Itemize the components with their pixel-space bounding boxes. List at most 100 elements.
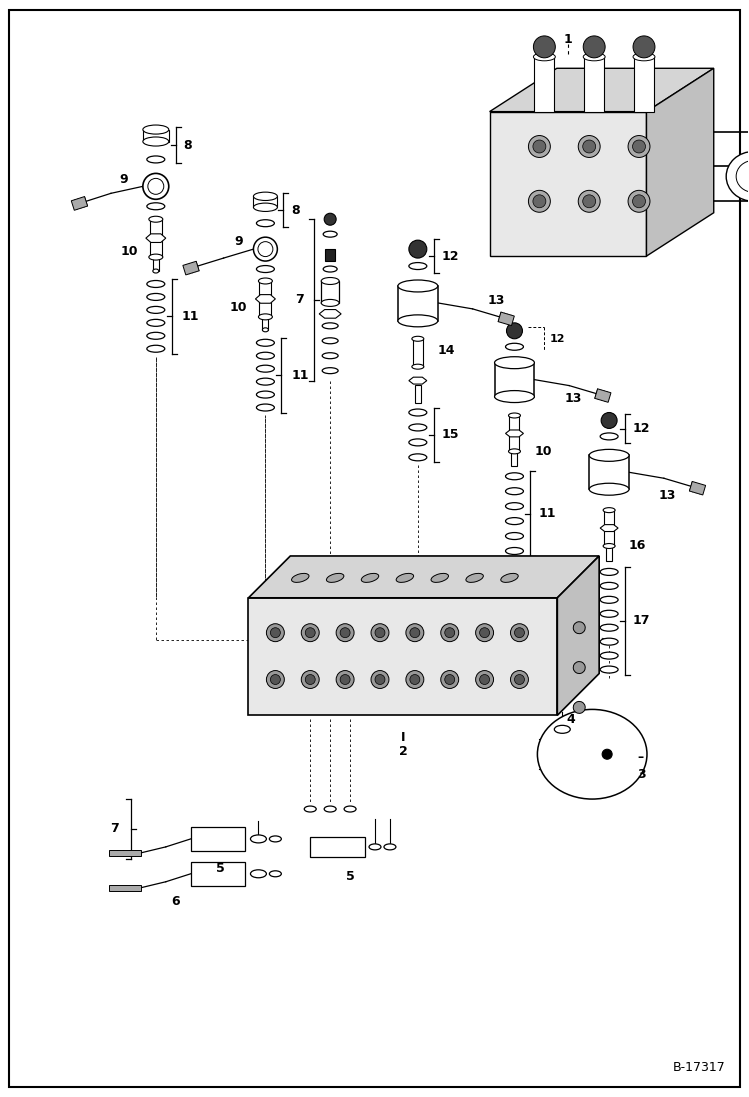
Ellipse shape [253, 237, 277, 261]
Ellipse shape [529, 136, 551, 158]
Ellipse shape [321, 299, 339, 306]
Ellipse shape [529, 191, 551, 212]
Ellipse shape [396, 574, 413, 583]
Polygon shape [646, 68, 714, 256]
Bar [589, 455, 629, 489]
Text: 16: 16 [629, 539, 646, 552]
Ellipse shape [476, 624, 494, 642]
Text: 7: 7 [110, 823, 119, 836]
Ellipse shape [506, 518, 524, 524]
Ellipse shape [628, 136, 650, 158]
Text: 10: 10 [230, 302, 247, 315]
Ellipse shape [412, 364, 424, 370]
Ellipse shape [445, 627, 455, 637]
Text: 6: 6 [172, 895, 180, 908]
Text: 12: 12 [442, 250, 459, 262]
Ellipse shape [506, 343, 524, 350]
Ellipse shape [410, 627, 420, 637]
Ellipse shape [583, 195, 595, 207]
Ellipse shape [398, 315, 437, 327]
Text: 4: 4 [566, 713, 575, 726]
Text: 17: 17 [633, 614, 651, 627]
Bar [634, 57, 654, 112]
Ellipse shape [270, 675, 280, 685]
Text: 12: 12 [549, 333, 565, 343]
Text: 10: 10 [121, 245, 138, 258]
Bar [191, 827, 246, 851]
Ellipse shape [506, 547, 524, 554]
Ellipse shape [600, 568, 618, 576]
Ellipse shape [258, 241, 273, 257]
Circle shape [409, 240, 427, 258]
Ellipse shape [409, 262, 427, 270]
Ellipse shape [147, 306, 165, 314]
Ellipse shape [573, 701, 585, 713]
Text: 13: 13 [488, 294, 505, 307]
Polygon shape [506, 430, 524, 437]
Bar [153, 257, 159, 271]
Text: 1: 1 [564, 33, 572, 46]
Ellipse shape [509, 449, 521, 454]
Text: 3: 3 [637, 768, 646, 781]
Polygon shape [689, 482, 706, 495]
Circle shape [601, 412, 617, 429]
Ellipse shape [322, 353, 338, 359]
Ellipse shape [479, 675, 490, 685]
Polygon shape [255, 295, 276, 303]
Ellipse shape [600, 652, 618, 659]
Text: 11: 11 [182, 309, 199, 323]
Bar [259, 281, 271, 317]
Ellipse shape [301, 670, 319, 689]
Ellipse shape [322, 323, 338, 329]
Ellipse shape [600, 610, 618, 618]
Ellipse shape [149, 216, 163, 223]
Ellipse shape [633, 195, 646, 207]
Ellipse shape [321, 278, 339, 284]
Ellipse shape [336, 670, 354, 689]
Ellipse shape [727, 151, 749, 201]
Ellipse shape [375, 627, 385, 637]
Text: B-17317: B-17317 [673, 1061, 726, 1074]
Ellipse shape [600, 433, 618, 440]
Ellipse shape [291, 574, 309, 583]
Ellipse shape [533, 195, 546, 207]
Ellipse shape [573, 661, 585, 674]
Ellipse shape [250, 870, 267, 878]
Text: 13: 13 [659, 488, 676, 501]
Ellipse shape [323, 267, 337, 272]
Bar [325, 249, 335, 261]
Bar [415, 385, 421, 403]
Ellipse shape [600, 583, 618, 589]
Ellipse shape [371, 670, 389, 689]
Ellipse shape [583, 140, 595, 152]
Text: 9: 9 [235, 235, 243, 248]
Text: –: – [637, 750, 643, 764]
Polygon shape [557, 556, 599, 715]
Ellipse shape [406, 670, 424, 689]
Circle shape [633, 36, 655, 58]
Ellipse shape [583, 53, 605, 60]
Ellipse shape [147, 156, 165, 163]
Bar [606, 546, 612, 561]
Ellipse shape [147, 332, 165, 339]
Ellipse shape [147, 346, 165, 352]
Ellipse shape [409, 439, 427, 445]
Ellipse shape [440, 624, 458, 642]
Ellipse shape [603, 543, 615, 548]
Ellipse shape [506, 532, 524, 540]
Text: 12: 12 [633, 422, 651, 436]
Ellipse shape [573, 622, 585, 634]
Ellipse shape [253, 203, 277, 212]
Ellipse shape [270, 627, 280, 637]
Ellipse shape [270, 836, 282, 841]
Ellipse shape [511, 624, 529, 642]
Polygon shape [249, 598, 557, 715]
Ellipse shape [537, 710, 647, 799]
Ellipse shape [603, 508, 615, 512]
Ellipse shape [322, 367, 338, 374]
Ellipse shape [409, 409, 427, 416]
Ellipse shape [736, 160, 749, 192]
Ellipse shape [466, 574, 483, 583]
Ellipse shape [369, 844, 381, 850]
Polygon shape [71, 196, 88, 211]
